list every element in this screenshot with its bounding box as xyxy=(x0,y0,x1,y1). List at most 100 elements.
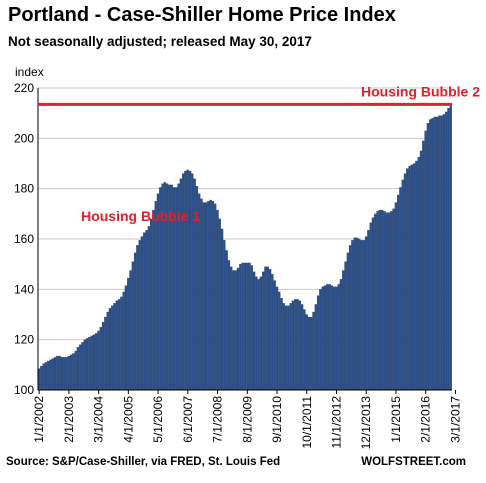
annotation-housing-bubble-1: Housing Bubble 1 xyxy=(81,208,200,224)
bar xyxy=(83,339,86,391)
bar xyxy=(49,359,52,391)
bar xyxy=(216,209,219,391)
bar xyxy=(60,357,64,391)
bar xyxy=(111,305,114,391)
bar xyxy=(433,116,436,391)
bar xyxy=(387,212,391,391)
bar xyxy=(442,114,446,391)
bar xyxy=(310,316,313,391)
bar xyxy=(214,203,217,391)
bar xyxy=(445,111,448,391)
bar xyxy=(92,334,96,391)
bar xyxy=(399,187,402,391)
bar xyxy=(230,266,233,391)
bar xyxy=(383,211,386,391)
bar xyxy=(65,357,68,391)
bar xyxy=(380,209,384,391)
bar xyxy=(298,300,301,391)
x-tick-label: 9/1/2010 xyxy=(270,396,284,443)
bar xyxy=(307,316,311,391)
bar xyxy=(447,108,450,391)
bar xyxy=(330,285,334,391)
bar xyxy=(186,169,189,391)
bar xyxy=(419,150,423,391)
x-tick-label: 3/1/2004 xyxy=(92,396,106,443)
y-tick-label: 180 xyxy=(14,182,34,196)
bar xyxy=(328,284,331,391)
bar xyxy=(182,173,185,391)
bar xyxy=(129,270,132,391)
bar xyxy=(74,350,77,391)
bar xyxy=(79,344,82,391)
bar xyxy=(239,264,242,391)
bar xyxy=(376,211,379,391)
bar xyxy=(422,140,425,391)
bar xyxy=(76,347,80,391)
bar xyxy=(63,357,66,391)
bars xyxy=(37,104,452,391)
bar xyxy=(154,201,157,391)
bar xyxy=(56,355,59,391)
bar xyxy=(117,299,121,391)
bar xyxy=(257,279,260,391)
annotations: Housing Bubble 1 Housing Bubble 2 xyxy=(81,83,480,224)
bar xyxy=(291,300,295,391)
bar xyxy=(335,286,338,391)
bar xyxy=(204,202,208,391)
bar xyxy=(296,299,299,391)
bar xyxy=(202,202,205,391)
x-tick-label: 10/1/2011 xyxy=(300,396,314,449)
bar xyxy=(113,303,116,391)
bar xyxy=(188,170,192,391)
bar xyxy=(122,291,125,391)
x-tick-label: 8/1/2009 xyxy=(240,396,254,443)
x-tick-label: 3/1/2017 xyxy=(448,396,462,443)
x-tick-label: 11/1/2012 xyxy=(329,396,343,449)
bar xyxy=(305,314,308,391)
bar xyxy=(278,291,281,391)
bar xyxy=(149,218,153,391)
bar xyxy=(120,296,123,391)
x-tick-label: 1/1/2015 xyxy=(389,396,403,443)
x-tick-label: 6/1/2007 xyxy=(181,396,195,443)
bar xyxy=(289,303,292,391)
source-note: Source: S&P/Case-Shiller, via FRED, St. … xyxy=(6,456,281,468)
bar xyxy=(390,211,393,391)
bar xyxy=(323,285,327,391)
bar xyxy=(58,355,61,391)
bar xyxy=(326,284,329,391)
bar xyxy=(392,208,395,391)
bar xyxy=(378,209,382,391)
bar xyxy=(138,240,141,391)
bar xyxy=(131,261,135,391)
bar xyxy=(69,354,73,391)
bar xyxy=(47,360,50,391)
bar xyxy=(413,163,416,391)
x-tick-label: 2/1/2003 xyxy=(62,396,76,443)
bar xyxy=(90,335,93,391)
bar xyxy=(426,123,430,391)
bar xyxy=(225,250,228,391)
bar xyxy=(360,240,363,391)
bar xyxy=(234,270,237,391)
bar xyxy=(358,238,361,391)
bar xyxy=(104,316,107,391)
bar xyxy=(401,179,404,391)
bar xyxy=(232,270,235,391)
bar xyxy=(339,279,343,391)
bar xyxy=(108,308,112,391)
bar xyxy=(316,295,320,391)
x-tick-label: 1/1/2002 xyxy=(32,396,46,443)
bar xyxy=(438,115,441,391)
bar xyxy=(429,119,432,391)
bar xyxy=(124,285,128,391)
bar xyxy=(268,269,272,391)
bar xyxy=(140,236,144,391)
bar xyxy=(282,303,285,391)
y-axis-label: index xyxy=(15,65,44,79)
bar xyxy=(374,213,377,391)
bar xyxy=(136,245,139,391)
bar xyxy=(273,280,276,391)
bar xyxy=(362,240,366,391)
bar xyxy=(394,202,398,391)
